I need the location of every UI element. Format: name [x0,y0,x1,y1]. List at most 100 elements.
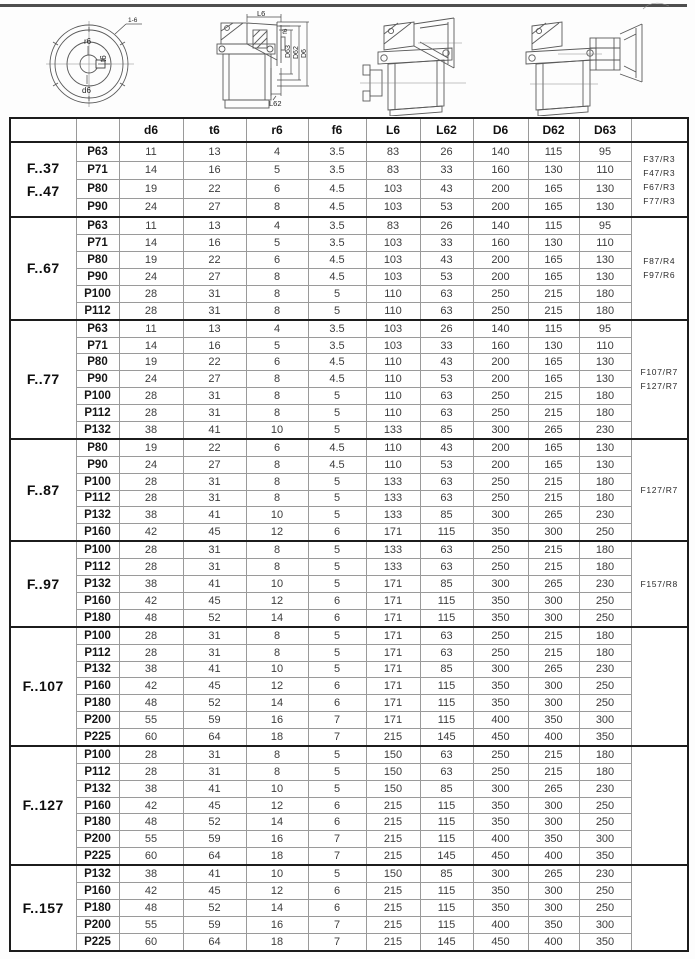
L62-dim-label: L62 [269,99,282,108]
value-cell: 41 [182,506,247,525]
motor-size-cell: P200 [75,915,120,934]
value-cell: 133 [365,540,421,560]
table-row: P90 24 27 8 4.5 103 53 200 165 130 [10,267,688,286]
value-cell: 6 [245,179,309,199]
value-cell: 48 [118,899,184,917]
table-row: P225 60 64 18 7 215 145 450 400 350 [10,727,688,747]
value-cell: 5 [307,744,367,764]
value-cell: 24 [118,197,184,218]
column-header-blank11 [630,117,689,143]
value-cell: 6 [307,796,367,815]
motor-size-cell: P112 [75,301,120,321]
value-cell: 165 [527,251,580,269]
value-cell: 33 [419,234,474,253]
value-cell: 300 [527,796,580,815]
value-cell: 350 [578,727,632,747]
table-row: F..87 P80 19 22 6 4.5 110 43 200 165 130 F127/R7 [9,437,689,542]
value-cell: 5 [307,864,367,884]
value-cell: 140 [472,216,529,236]
table-row: P180 48 52 14 6 215 115 350 300 250 [10,813,688,832]
column-header-L6: L6 [365,117,421,143]
value-cell: 63 [419,472,474,491]
value-cell: 24 [118,455,184,474]
value-cell: 115 [419,830,474,849]
value-cell: 5 [307,779,367,798]
value-cell: 45 [182,677,247,696]
series-label: F..87 [9,437,77,542]
table-row: P160 42 45 12 6 171 115 350 300 250 [10,523,688,542]
value-cell: 5 [307,284,367,303]
value-cell: 55 [118,711,184,729]
value-cell: 133 [365,472,421,491]
value-cell: 41 [182,779,247,798]
value-cell: 16 [182,234,247,253]
value-cell: 140 [472,140,529,162]
D63-dim-label: D63 [285,45,292,58]
value-cell: 5 [307,420,367,440]
value-cell: 6 [307,523,367,542]
value-cell: 180 [578,387,632,405]
value-cell: 83 [365,216,421,236]
value-cell: 7 [307,915,367,934]
combination-notes-cell: F157/R8 [630,540,689,628]
value-cell: 95 [578,318,632,338]
table-row: P132 38 41 10 5 171 85 300 265 230 [10,660,688,679]
value-cell: 300 [527,523,580,542]
value-cell: 250 [472,301,529,321]
value-cell: 28 [118,387,184,405]
value-cell: 165 [527,267,580,286]
value-cell: 200 [472,267,529,286]
value-cell: 180 [578,284,632,303]
value-cell: 14 [118,234,184,253]
value-cell: 28 [118,558,184,577]
value-cell: 145 [419,847,474,866]
value-cell: 230 [578,779,632,798]
value-cell: 103 [365,251,421,269]
value-cell: 6 [245,437,309,457]
value-cell: 3.5 [307,234,367,253]
value-cell: 165 [527,370,580,389]
value-cell: 33 [419,336,474,355]
value-cell: 22 [182,251,247,269]
value-cell: 7 [307,932,367,952]
value-cell: 250 [578,899,632,917]
value-cell: 60 [118,727,184,747]
value-cell: 45 [182,523,247,542]
motor-size-cell: P80 [75,353,120,372]
motor-size-cell: P100 [75,284,120,303]
value-cell: 63 [419,744,474,764]
value-cell: 300 [578,711,632,729]
value-cell: 64 [182,932,247,952]
value-cell: 115 [419,882,474,900]
value-cell: 19 [118,353,184,372]
value-cell: 115 [419,915,474,934]
value-cell: 350 [578,847,632,866]
value-cell: 11 [118,140,184,162]
motor-size-cell: P100 [75,744,120,764]
value-cell: 171 [365,711,421,729]
value-cell: 400 [472,915,529,934]
motor-size-cell: P71 [75,234,120,253]
value-cell: 350 [527,830,580,849]
value-cell: 27 [182,267,247,286]
table-body: F..37 F..47 P63 11 13 4 3.5 83 26 140 115 95 F37/R3 F… [9,140,689,952]
series-label: F..67 [9,216,77,321]
value-cell: 4.5 [307,437,367,457]
value-cell: 52 [182,694,247,713]
value-cell: 165 [527,197,580,218]
value-cell: 42 [118,523,184,542]
table-row: P112 28 31 8 5 133 63 250 215 180 [10,558,688,577]
table-row: P90 24 27 8 4.5 110 53 200 165 130 [10,455,688,474]
value-cell: 52 [182,899,247,917]
value-cell: 31 [182,472,247,491]
value-cell: 4.5 [307,370,367,389]
motor-size-cell: P90 [75,267,120,286]
value-cell: 450 [472,847,529,866]
value-cell: 110 [578,160,632,181]
value-cell: 4.5 [307,251,367,269]
value-cell: 64 [182,727,247,747]
value-cell: 300 [578,830,632,849]
value-cell: 350 [527,915,580,934]
value-cell: 110 [365,455,421,474]
value-cell: 130 [527,336,580,355]
